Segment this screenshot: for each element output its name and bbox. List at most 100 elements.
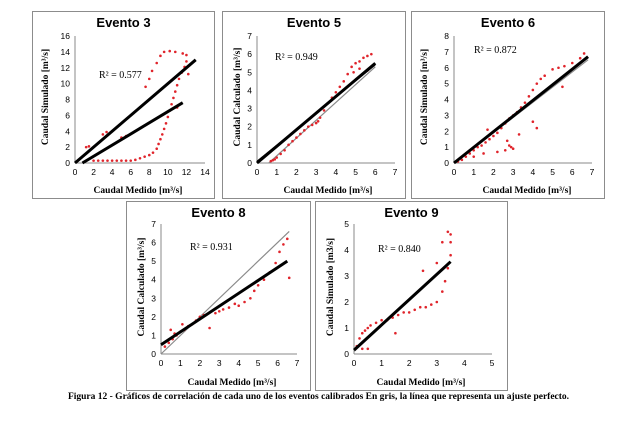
x-tick-label: 3 <box>314 167 319 177</box>
data-point <box>535 82 539 85</box>
data-point <box>129 159 133 162</box>
data-point <box>316 119 320 123</box>
chart-plot: 0 1 2 3 4 5 6 7 0 1 2 3 4 5 6 7 <box>247 31 397 177</box>
trend-line <box>453 55 589 165</box>
data-point <box>147 77 151 81</box>
data-point <box>482 152 485 155</box>
data-point <box>360 331 364 335</box>
data-point <box>441 290 444 293</box>
y-tick-label: 5 <box>247 67 252 77</box>
data-point <box>394 331 397 335</box>
x-tick-label: 6 <box>128 167 133 177</box>
y-tick-label: 4 <box>247 85 252 95</box>
trend-line-bold <box>256 62 377 165</box>
data-point <box>287 276 291 280</box>
data-point <box>380 318 383 322</box>
y-tick-label: 8 <box>65 95 70 105</box>
data-point <box>322 109 326 112</box>
data-point <box>181 52 185 55</box>
data-point <box>531 120 535 124</box>
data-point <box>503 149 507 152</box>
x-tick-label: 3 <box>434 358 439 368</box>
data-point <box>262 278 266 282</box>
x-tick-label: 2 <box>491 167 496 177</box>
data-point <box>170 102 173 106</box>
data-point <box>435 300 439 304</box>
x-tick-label: 4 <box>110 167 115 177</box>
x-tick-label: 0 <box>452 167 457 177</box>
data-point <box>106 159 109 162</box>
data-point <box>517 133 521 136</box>
chart-title: Evento 6 <box>480 15 536 30</box>
data-point <box>443 279 447 283</box>
y-tick-label: 2 <box>444 126 449 136</box>
data-point <box>166 115 170 119</box>
data-point <box>155 61 159 65</box>
x-tick-label: 2 <box>91 167 96 177</box>
y-tick-label: 4 <box>65 126 70 136</box>
data-point <box>147 153 151 157</box>
data-point <box>282 243 285 246</box>
data-point <box>221 308 225 311</box>
y-tick-label: 1 <box>247 140 252 150</box>
data-point <box>561 85 564 89</box>
data-point <box>120 159 123 162</box>
data-point <box>159 54 162 58</box>
data-point <box>233 302 237 306</box>
x-tick-label: 7 <box>295 358 300 368</box>
y-tick-label: 4 <box>344 245 349 255</box>
data-point <box>303 129 306 132</box>
data-point <box>354 61 357 65</box>
x-tick-label: 4 <box>462 358 467 368</box>
data-point <box>496 150 499 154</box>
data-point <box>159 137 162 141</box>
data-point <box>273 158 277 161</box>
data-point <box>144 85 147 89</box>
y-tick-label: 0 <box>65 158 70 168</box>
data-point <box>334 90 338 94</box>
y-tick-label: 1 <box>444 142 449 152</box>
data-point <box>543 74 546 77</box>
data-point <box>172 96 175 100</box>
data-point <box>115 159 119 162</box>
data-point <box>366 54 369 58</box>
x-tick-label: 2 <box>407 358 412 368</box>
data-point <box>167 341 171 345</box>
trend-line <box>160 259 289 346</box>
data-point <box>352 70 355 74</box>
data-point <box>310 123 314 127</box>
x-tick-label: 1 <box>471 167 476 177</box>
data-point <box>306 125 310 129</box>
data-point <box>531 88 535 92</box>
chart-title: Evento 5 <box>286 15 342 30</box>
x-tick-label: 4 <box>236 358 241 368</box>
x-tick-label: 5 <box>550 167 555 177</box>
data-point <box>413 308 417 312</box>
data-point <box>424 305 428 309</box>
chart-title: Evento 3 <box>96 15 151 30</box>
data-point <box>185 60 188 63</box>
x-tick-label: 1 <box>379 358 384 368</box>
data-point <box>396 313 400 317</box>
y-tick-label: 12 <box>61 63 71 73</box>
y-tick-label: 6 <box>65 110 70 120</box>
chart-panel-evento-9: Evento 9 Caudal Simulado [m3/s] Caudal M… <box>315 201 508 391</box>
y-tick-label: 2 <box>65 142 70 152</box>
x-tick-label: 2 <box>294 167 299 177</box>
r2-label: R² = 0.840 <box>378 244 421 255</box>
chart-plot: 0 2 4 6 8 10 12 14 0 2 4 6 8 10 12 14 16 <box>61 31 210 177</box>
data-point <box>269 159 273 163</box>
x-tick-label: 6 <box>570 167 575 177</box>
data-point <box>446 230 450 234</box>
y-tick-label: 8 <box>444 31 449 41</box>
data-point <box>151 151 155 154</box>
data-point <box>366 326 370 330</box>
data-point <box>217 309 221 313</box>
y-tick-label: 6 <box>444 63 449 73</box>
data-point <box>369 324 372 327</box>
y-tick-label: 0 <box>247 158 252 168</box>
y-tick-label: 2 <box>151 312 156 322</box>
chart-plot: 0 1 2 3 4 5 0 1 2 3 4 5 <box>344 219 494 368</box>
data-point <box>350 65 353 69</box>
data-point <box>446 266 450 270</box>
